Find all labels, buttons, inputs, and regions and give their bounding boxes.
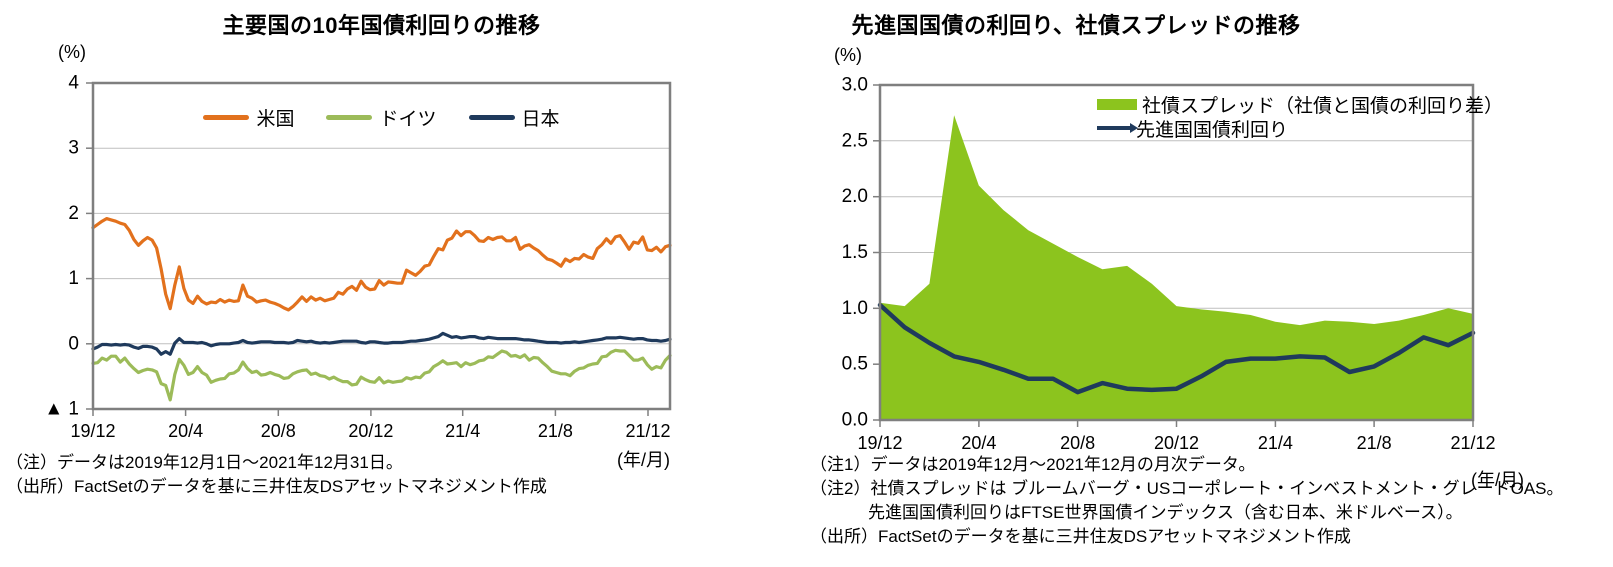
x-tick-label: 21/4 (1258, 433, 1293, 453)
plot-border (91, 81, 672, 411)
chart-notes-right: （注1）データは2019年12月～2021年12月の月次データ。 （注2）社債ス… (810, 453, 1564, 549)
legend-right: 社債スプレッド（社債と国債の利回り差） 先進国国債利回り (1097, 92, 1504, 141)
spread-area-swatch (1097, 98, 1137, 110)
x-tick-label: 19/12 (70, 421, 115, 441)
legend-label-dm-yield: 先進国国債利回り (1136, 119, 1289, 141)
y-tick-label: ▲ 1 (44, 399, 79, 420)
x-tick-label: 20/4 (961, 433, 996, 453)
plot-area-left: 4 3 2 1 0 ▲ 119/12 20/4 20/8 20/12 21/4 21/8 21/12 (44, 73, 672, 441)
y-axis-unit: (%) (834, 45, 862, 65)
y-tick-label: 3.0 (842, 75, 868, 96)
legend-item-germany: ドイツ (326, 104, 437, 131)
y-tick-label: 3 (68, 138, 79, 159)
chart-title: 主要国の10年国債利回りの推移 (222, 13, 541, 38)
x-axis-unit: (年/月) (617, 450, 670, 470)
legend-item-us: 米国 (203, 104, 294, 131)
x-tick-label: 20/8 (261, 421, 296, 441)
x-tick-label: 20/8 (1060, 433, 1095, 453)
note-source-attribution: （出所）FactSetのデータを基に三井住友DSアセットマネジメント作成 (810, 527, 1351, 546)
japan-line-marker (468, 115, 515, 120)
y-tick-label: 1 (68, 268, 79, 289)
note-source-attribution: （出所）FactSetのデータを基に三井住友DSアセットマネジメント作成 (6, 477, 547, 496)
x-tick-label: 21/8 (1357, 433, 1392, 453)
chart-major-country-10y-yields: 主要国の10年国債利回りの推移 (%) 4 3 2 1 0 ▲ 1 19/12 20/4 20/… (0, 0, 780, 567)
note-source-period: （注）データは2019年12月1日～2021年12月31日。 (6, 453, 403, 472)
series-area (880, 115, 1473, 420)
dm-yield-line-marker (1097, 123, 1138, 133)
series-line (91, 331, 672, 356)
legend-label-germany: ドイツ (379, 109, 437, 130)
chart-notes-left: （注）データは2019年12月1日～2021年12月31日。 （出所）FactS… (6, 451, 547, 499)
chart-title: 先進国国債の利回り、社債スプレッドの推移 (851, 13, 1301, 38)
legend-item-japan: 日本 (468, 104, 560, 131)
series-line (91, 348, 672, 402)
note-spread-definition: （注2）社債スプレッドは ブルームバーグ・USコーポレート・インベストメント・グ… (810, 479, 1564, 498)
x-tick-label: 19/12 (857, 433, 902, 453)
note-yield-definition: 先進国国債利回りはFTSE世界国債インデックス（含む日本、米ドルベース）。 (868, 503, 1463, 522)
x-axis-unit: (年/月) (1471, 470, 1524, 490)
legend-label-us: 米国 (256, 109, 295, 130)
legend-item-dm-yield: 先進国国債利回り (1097, 116, 1503, 141)
legend-left: 米国 ドイツ 日本 (93, 104, 670, 131)
series-line (877, 302, 1476, 395)
y-tick-label: 4 (68, 73, 79, 94)
x-tick-label: 20/12 (1154, 433, 1199, 453)
plot-area-right: 3.0 2.5 2.0 1.5 1.0 0.5 0.019/12 20/4 20/8 20/12 2… (842, 75, 1496, 454)
y-tick-label: 0 (68, 333, 79, 354)
x-tick-label: 21/12 (1450, 433, 1495, 453)
y-tick-label: 0.0 (842, 410, 868, 431)
x-tick-label: 20/12 (348, 421, 393, 441)
legend-item-spread: 社債スプレッド（社債と国債の利回り差） (1097, 92, 1504, 117)
plot-group: 4 3 2 1 0 ▲ 119/12 20/4 20/8 20/12 21/4 21/8 21/12 (44, 73, 672, 441)
y-tick-label: 2.5 (842, 130, 868, 151)
y-tick-label: 1.5 (842, 242, 868, 263)
plot-group: 3.0 2.5 2.0 1.5 1.0 0.5 0.019/12 20/4 20/8 20/12 2… (842, 75, 1496, 454)
legend-label-japan: 日本 (521, 109, 560, 130)
series-line (91, 217, 672, 312)
y-axis-unit: (%) (58, 42, 86, 62)
y-tick-label: 0.5 (842, 354, 868, 375)
y-tick-label: 2.0 (842, 186, 868, 207)
x-tick-label: 21/8 (538, 421, 573, 441)
legend-label-spread: 社債スプレッド（社債と国債の利回り差） (1142, 95, 1504, 117)
us-line-marker (203, 115, 250, 120)
germany-line-marker (326, 115, 373, 120)
y-tick-label: 1.0 (842, 298, 868, 319)
x-tick-label: 20/4 (168, 421, 203, 441)
note-data-frequency: （注1）データは2019年12月～2021年12月の月次データ。 (810, 455, 1256, 474)
x-tick-label: 21/4 (445, 421, 480, 441)
x-tick-label: 21/12 (625, 421, 670, 441)
chart-dm-bond-yield-and-spread: 先進国国債の利回り、社債スプレッドの推移 (%) 3.0 2.5 2.0 1.5 1.0… (780, 0, 1613, 567)
y-tick-label: 2 (68, 203, 79, 224)
